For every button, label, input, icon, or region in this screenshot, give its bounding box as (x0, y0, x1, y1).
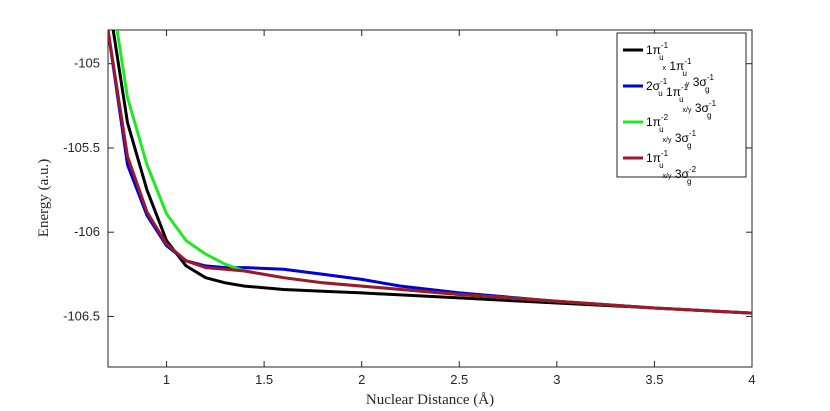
legend: 1π-1 ux 1π-1 uy 3σ-1 g2σ-1 u 1π-1 ux/y 3σ-1 g1… (616, 32, 747, 186)
legend-box (616, 32, 747, 178)
axis-ticks: 1 1.5 2 2.5 3 3.5 4 -105 -105.5 -106 -106.5 (63, 30, 756, 387)
legend-entry-1: 1π-1 ux 1π-1 uy 3σ-1 g (646, 41, 714, 94)
x-axis-label: Nuclear Distance (Å) (366, 392, 494, 408)
x-tick-label: 3.5 (645, 372, 663, 387)
x-tick-label: 2 (358, 372, 365, 387)
x-tick-label: 1 (163, 372, 170, 387)
y-axis-label: Energy (a.u.) (36, 159, 52, 237)
x-tick-label: 4 (748, 372, 755, 387)
series-line-1 (111, 30, 752, 315)
x-tick-label: 2.5 (450, 372, 468, 387)
series-lines (108, 30, 752, 315)
legend-entry-2: 2σ-1 u 1π-1 ux/y 3σ-1 g (646, 77, 717, 120)
series-line-4 (108, 30, 752, 315)
legend-entry-3: 1π-2 ux/y 3σ-1 g (646, 113, 697, 150)
y-tick-label: -105 (74, 56, 100, 71)
y-tick-label: -106.5 (63, 308, 100, 323)
x-tick-label: 3 (553, 372, 560, 387)
legend-entry-4: 1π-1 ux/y 3σ-2 g (646, 149, 697, 186)
x-tick-label: 1.5 (255, 372, 273, 387)
y-tick-label: -105.5 (63, 140, 100, 155)
y-tick-label: -106 (74, 224, 100, 239)
